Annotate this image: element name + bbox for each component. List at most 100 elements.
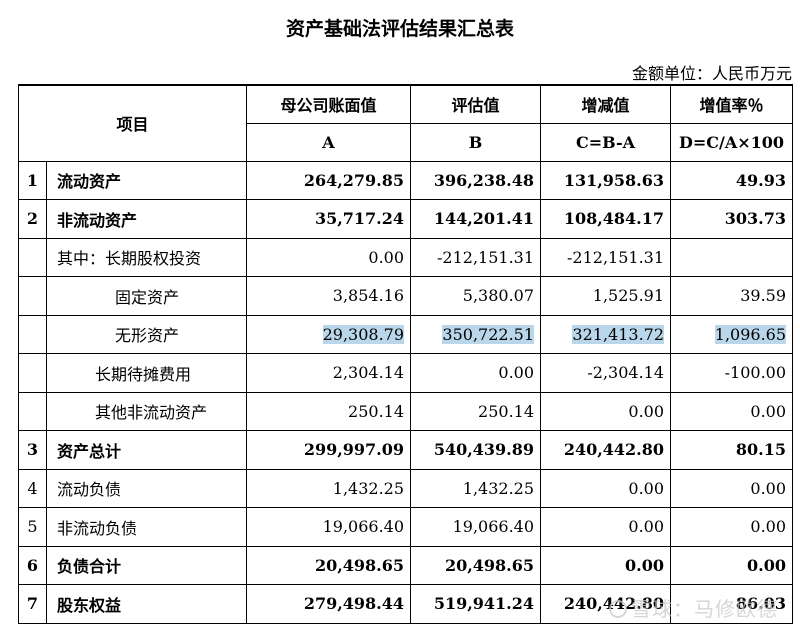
cell-book-value: 35,717.24 xyxy=(246,199,412,239)
table-row: 其中：长期股权投资 0.00 -212,151.31 -212,151.31 xyxy=(18,237,794,277)
row-number xyxy=(18,237,47,277)
row-label: 其中：长期股权投资 xyxy=(45,237,248,277)
cell-change: 240,442.80 xyxy=(540,430,672,470)
table-row: 其他非流动资产 250.14 250.14 0.00 0.00 xyxy=(18,391,794,431)
row-label: 流动负债 xyxy=(45,468,248,508)
table-row: 5 非流动负债 19,066.40 19,066.40 0.00 0.00 xyxy=(18,507,794,547)
cell-book-value: 3,854.16 xyxy=(246,276,412,316)
cell-book-value: 20,498.65 xyxy=(246,545,412,585)
row-label: 无形资产 xyxy=(45,314,248,354)
row-number: 1 xyxy=(18,160,47,200)
cell-change: 321,413.72 xyxy=(540,314,672,354)
cell-appraised-value: 519,941.24 xyxy=(410,584,542,624)
cell-book-value: 279,498.44 xyxy=(246,584,412,624)
header-col3-code: C=B-A xyxy=(540,122,672,162)
row-label: 流动资产 xyxy=(45,160,248,200)
cell-book-value: 1,432.25 xyxy=(246,468,412,508)
cell-change: -212,151.31 xyxy=(540,237,672,277)
row-label: 负债合计 xyxy=(45,545,248,585)
row-number: 3 xyxy=(18,430,47,470)
cell-appraised-value: 19,066.40 xyxy=(410,507,542,547)
header-col4-code: D=C/A×100 xyxy=(670,122,794,162)
table-row: 1 流动资产 264,279.85 396,238.48 131,958.63 … xyxy=(18,160,794,200)
cell-book-value: 250.14 xyxy=(246,391,412,431)
cell-book-value: 19,066.40 xyxy=(246,507,412,547)
cell-appraised-value: 0.00 xyxy=(410,353,542,393)
cell-change: 131,958.63 xyxy=(540,160,672,200)
header-col3: 增减值 xyxy=(540,84,672,124)
cell-book-value: 2,304.14 xyxy=(246,353,412,393)
row-number: 2 xyxy=(18,199,47,239)
row-number xyxy=(18,314,47,354)
cell-rate: 0.00 xyxy=(670,391,794,431)
table-row: 2 非流动资产 35,717.24 144,201.41 108,484.17 … xyxy=(18,199,794,239)
page-title: 资产基础法评估结果汇总表 xyxy=(285,18,514,40)
table-row: 长期待摊费用 2,304.14 0.00 -2,304.14 -100.00 xyxy=(18,353,794,393)
cell-rate: -100.00 xyxy=(670,353,794,393)
cell-change: -2,304.14 xyxy=(540,353,672,393)
highlight-text: 350,722.51 xyxy=(442,324,535,344)
cell-rate: 0.00 xyxy=(670,507,794,547)
header-col4: 增值率％ xyxy=(670,84,794,124)
cell-change: 0.00 xyxy=(540,468,672,508)
highlight-text: 321,413.72 xyxy=(572,324,665,344)
row-number xyxy=(18,276,47,316)
cell-appraised-value: 250.14 xyxy=(410,391,542,431)
cell-rate: 39.59 xyxy=(670,276,794,316)
row-number xyxy=(18,353,47,393)
cell-book-value: 264,279.85 xyxy=(246,160,412,200)
row-label: 固定资产 xyxy=(45,276,248,316)
snowball-logo-icon xyxy=(609,600,627,618)
cell-book-value: 0.00 xyxy=(246,237,412,277)
cell-appraised-value: 350,722.51 xyxy=(410,314,542,354)
unit-label: 金额单位：人民币万元 xyxy=(631,64,792,83)
header-col1: 母公司账面值 xyxy=(246,84,412,124)
table-row: 7 股东权益 279,498.44 519,941.24 240,442.80 … xyxy=(18,584,794,624)
cell-rate: 0.00 xyxy=(670,468,794,508)
row-label: 非流动资产 xyxy=(45,199,248,239)
cell-appraised-value: 5,380.07 xyxy=(410,276,542,316)
cell-rate: 1,096.65 xyxy=(670,314,794,354)
row-number: 6 xyxy=(18,545,47,585)
valuation-summary-table: 项目 母公司账面值 评估值 增减值 增值率％ A B C=B-A D=C/A×1… xyxy=(17,84,794,624)
cell-book-value: 29,308.79 xyxy=(246,314,412,354)
row-label: 股东权益 xyxy=(45,584,248,624)
cell-rate: 80.15 xyxy=(670,430,794,470)
header-col2-code: B xyxy=(410,122,542,162)
cell-change: 0.00 xyxy=(540,507,672,547)
cell-rate: 86.03 xyxy=(670,584,794,624)
cell-change: 0.00 xyxy=(540,545,672,585)
highlight-text: 29,308.79 xyxy=(322,324,405,344)
cell-rate: 0.00 xyxy=(670,545,794,585)
header-col2: 评估值 xyxy=(410,84,542,124)
cell-book-value: 299,997.09 xyxy=(246,430,412,470)
row-number: 5 xyxy=(18,507,47,547)
cell-appraised-value: -212,151.31 xyxy=(410,237,542,277)
table-row: 6 负债合计 20,498.65 20,498.65 0.00 0.00 xyxy=(18,545,794,585)
cell-appraised-value: 540,439.89 xyxy=(410,430,542,470)
highlight-text: 1,096.65 xyxy=(714,324,787,344)
cell-change: 0.00 xyxy=(540,391,672,431)
watermark: 雪球：马修欧德 xyxy=(609,593,778,622)
header-col1-code: A xyxy=(246,122,412,162)
cell-rate: 303.73 xyxy=(670,199,794,239)
cell-rate xyxy=(670,237,794,277)
cell-change: 108,484.17 xyxy=(540,199,672,239)
cell-appraised-value: 20,498.65 xyxy=(410,545,542,585)
table-row: 固定资产 3,854.16 5,380.07 1,525.91 39.59 xyxy=(18,276,794,316)
cell-appraised-value: 144,201.41 xyxy=(410,199,542,239)
cell-change: 1,525.91 xyxy=(540,276,672,316)
watermark-text: 雪球：马修欧德 xyxy=(631,597,778,621)
table-row-highlighted: 无形资产 29,308.79 350,722.51 321,413.72 1,0… xyxy=(18,314,794,354)
row-number: 7 xyxy=(18,584,47,624)
cell-appraised-value: 1,432.25 xyxy=(410,468,542,508)
cell-appraised-value: 396,238.48 xyxy=(410,160,542,200)
row-number xyxy=(18,391,47,431)
row-label: 资产总计 xyxy=(45,430,248,470)
row-number: 4 xyxy=(18,468,47,508)
row-label: 其他非流动资产 xyxy=(45,391,248,431)
row-label: 长期待摊费用 xyxy=(45,353,248,393)
row-label: 非流动负债 xyxy=(45,507,248,547)
table-row: 3 资产总计 299,997.09 540,439.89 240,442.80 … xyxy=(18,430,794,470)
